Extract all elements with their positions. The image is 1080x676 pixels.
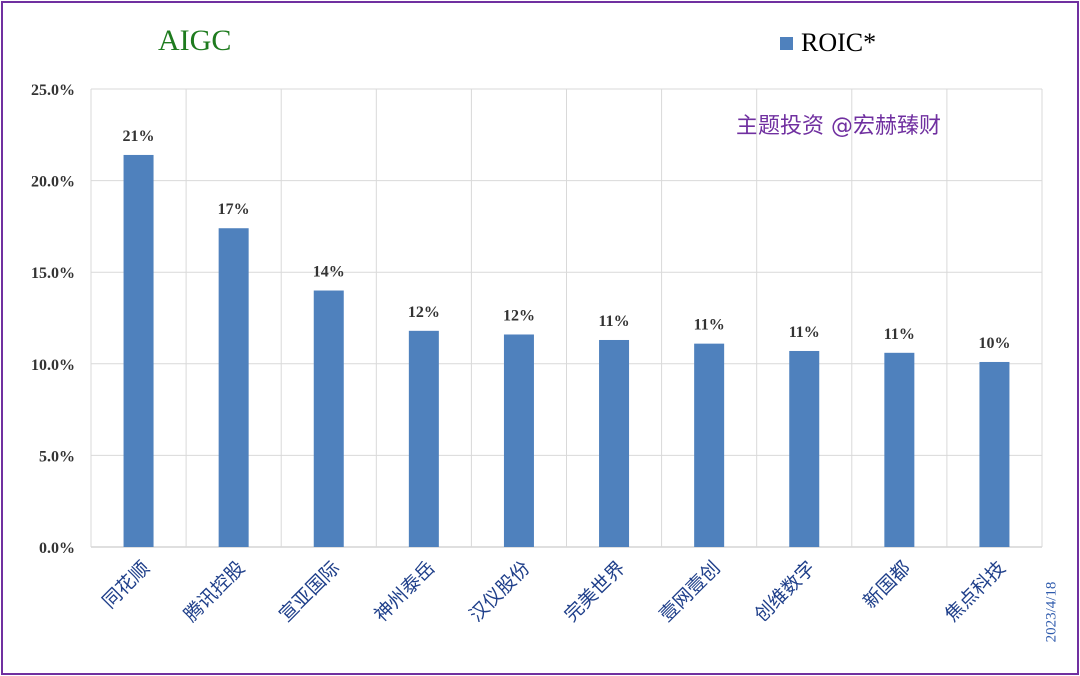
x-tick-label: 新国都 bbox=[859, 557, 915, 613]
x-tick-label: 创维数字 bbox=[750, 557, 819, 626]
x-tick-label: 腾讯控股 bbox=[180, 557, 249, 626]
y-tick-label: 15.0% bbox=[31, 265, 75, 282]
bar bbox=[979, 361, 1010, 547]
bar bbox=[123, 154, 154, 547]
data-label: 11% bbox=[694, 317, 725, 334]
y-tick-label: 25.0% bbox=[31, 82, 75, 99]
bar bbox=[408, 330, 439, 547]
x-tick-label: 宣亚国际 bbox=[275, 557, 344, 626]
data-label: 11% bbox=[789, 324, 820, 341]
x-tick-label: 完美世界 bbox=[560, 557, 629, 626]
x-tick-label: 同花顺 bbox=[98, 557, 154, 613]
x-tick-label: 汉仪股份 bbox=[465, 557, 534, 626]
bar bbox=[218, 228, 249, 547]
bar bbox=[599, 339, 630, 547]
y-tick-label: 0.0% bbox=[39, 540, 75, 557]
legend-label: ROIC* bbox=[801, 28, 877, 57]
x-tick-label: 壹网壹创 bbox=[655, 557, 724, 626]
x-tick-label: 焦点科技 bbox=[941, 557, 1010, 626]
data-label: 14% bbox=[313, 264, 345, 281]
x-tick-label: 神州泰岳 bbox=[370, 557, 439, 626]
data-label: 10% bbox=[978, 335, 1010, 352]
data-label: 12% bbox=[503, 307, 535, 324]
data-label: 12% bbox=[408, 304, 440, 321]
bar bbox=[694, 343, 725, 547]
data-label: 17% bbox=[218, 201, 250, 218]
bar bbox=[503, 334, 534, 547]
y-tick-label: 20.0% bbox=[31, 174, 75, 191]
y-tick-label: 10.0% bbox=[31, 357, 75, 374]
data-label: 21% bbox=[123, 128, 155, 145]
bar bbox=[884, 352, 915, 547]
bar bbox=[313, 290, 344, 547]
legend-swatch bbox=[780, 36, 793, 50]
chart-title: AIGC bbox=[158, 24, 232, 57]
legend: ROIC* bbox=[780, 28, 876, 58]
bar bbox=[789, 350, 820, 547]
data-label: 11% bbox=[598, 313, 629, 330]
y-tick-label: 5.0% bbox=[39, 448, 75, 465]
data-label: 11% bbox=[884, 326, 915, 343]
watermark: 主题投资 @宏赫臻财 bbox=[736, 114, 941, 139]
